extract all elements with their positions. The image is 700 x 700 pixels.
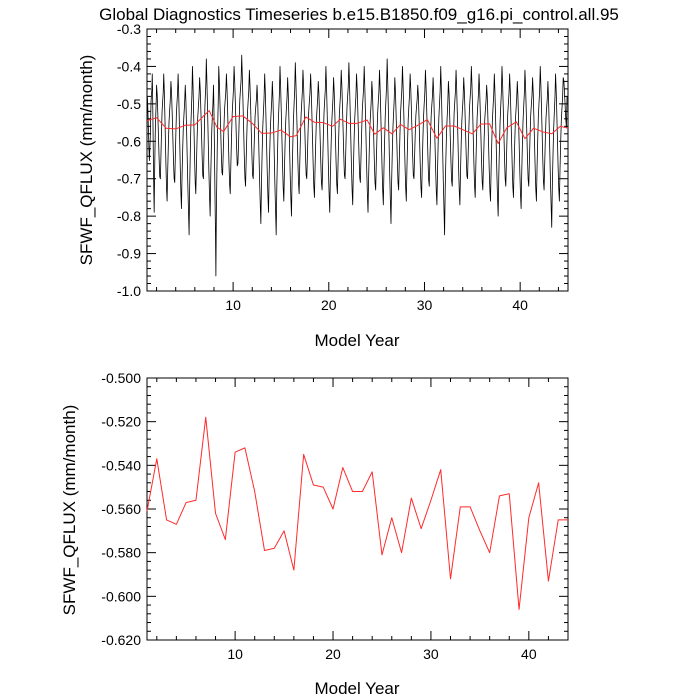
top-ytick-label: -0.7: [117, 171, 141, 187]
bottom-y-axis-label: SFWF_QFLUX (mm/month): [60, 405, 79, 616]
top-plot-series: [146, 54, 569, 277]
bottom-plot-series: [146, 416, 568, 610]
top-plot: -1.0 -0.9 -0.8 -0.7 -0.6 -0.5 -0.4 -0.3 10 20 30 40…: [77, 21, 569, 350]
bottom-plot-frame: [146, 377, 569, 641]
bottom-plot: -0.620 -0.600 -0.580 -0.560 -0.540 -0.520 -0.5…: [60, 370, 569, 698]
bottom-ytick-label: -0.560: [101, 501, 141, 517]
bottom-xtick-label: 10: [227, 646, 243, 662]
top-ytick-label: -0.5: [117, 96, 141, 112]
bottom-x-axis-label: Model Year: [314, 679, 399, 698]
bottom-ytick-label: -0.600: [101, 588, 141, 604]
top-xtick-label: 20: [321, 297, 337, 313]
bottom-ytick-label: -0.500: [101, 370, 141, 386]
top-plot-ticks: -1.0 -0.9 -0.8 -0.7 -0.6 -0.5 -0.4 -0.3 10 20 30 40: [117, 21, 568, 313]
top-ytick-label: -0.3: [117, 21, 141, 37]
top-y-axis-label: SFWF_QFLUX (mm/month): [77, 55, 96, 266]
top-x-axis-label: Model Year: [314, 331, 399, 350]
top-ytick-label: -0.6: [117, 133, 141, 149]
top-xtick-label: 10: [225, 297, 241, 313]
top-xtick-label: 30: [417, 297, 433, 313]
bottom-series-annual-mean: [146, 416, 568, 610]
bottom-xtick-label: 30: [423, 646, 439, 662]
top-ytick-label: -0.9: [117, 246, 141, 262]
bottom-xtick-label: 20: [325, 646, 341, 662]
top-series-annual-mean: [146, 110, 569, 145]
chart-title: Global Diagnostics Timeseries b.e15.B185…: [99, 5, 619, 24]
top-ytick-label: -1.0: [117, 283, 141, 299]
top-ytick-label: -0.8: [117, 208, 141, 224]
bottom-plot-ticks: -0.620 -0.600 -0.580 -0.560 -0.540 -0.520 -0.5…: [101, 370, 569, 662]
top-ytick-label: -0.4: [117, 58, 141, 74]
bottom-xtick-label: 40: [521, 646, 537, 662]
bottom-ytick-label: -0.520: [101, 414, 141, 430]
top-plot-frame: [146, 28, 569, 292]
bottom-ytick-label: -0.580: [101, 545, 141, 561]
top-series-monthly: [146, 54, 568, 277]
top-xtick-label: 40: [512, 297, 528, 313]
bottom-ytick-label: -0.620: [101, 632, 141, 648]
bottom-ytick-label: -0.540: [101, 457, 141, 473]
